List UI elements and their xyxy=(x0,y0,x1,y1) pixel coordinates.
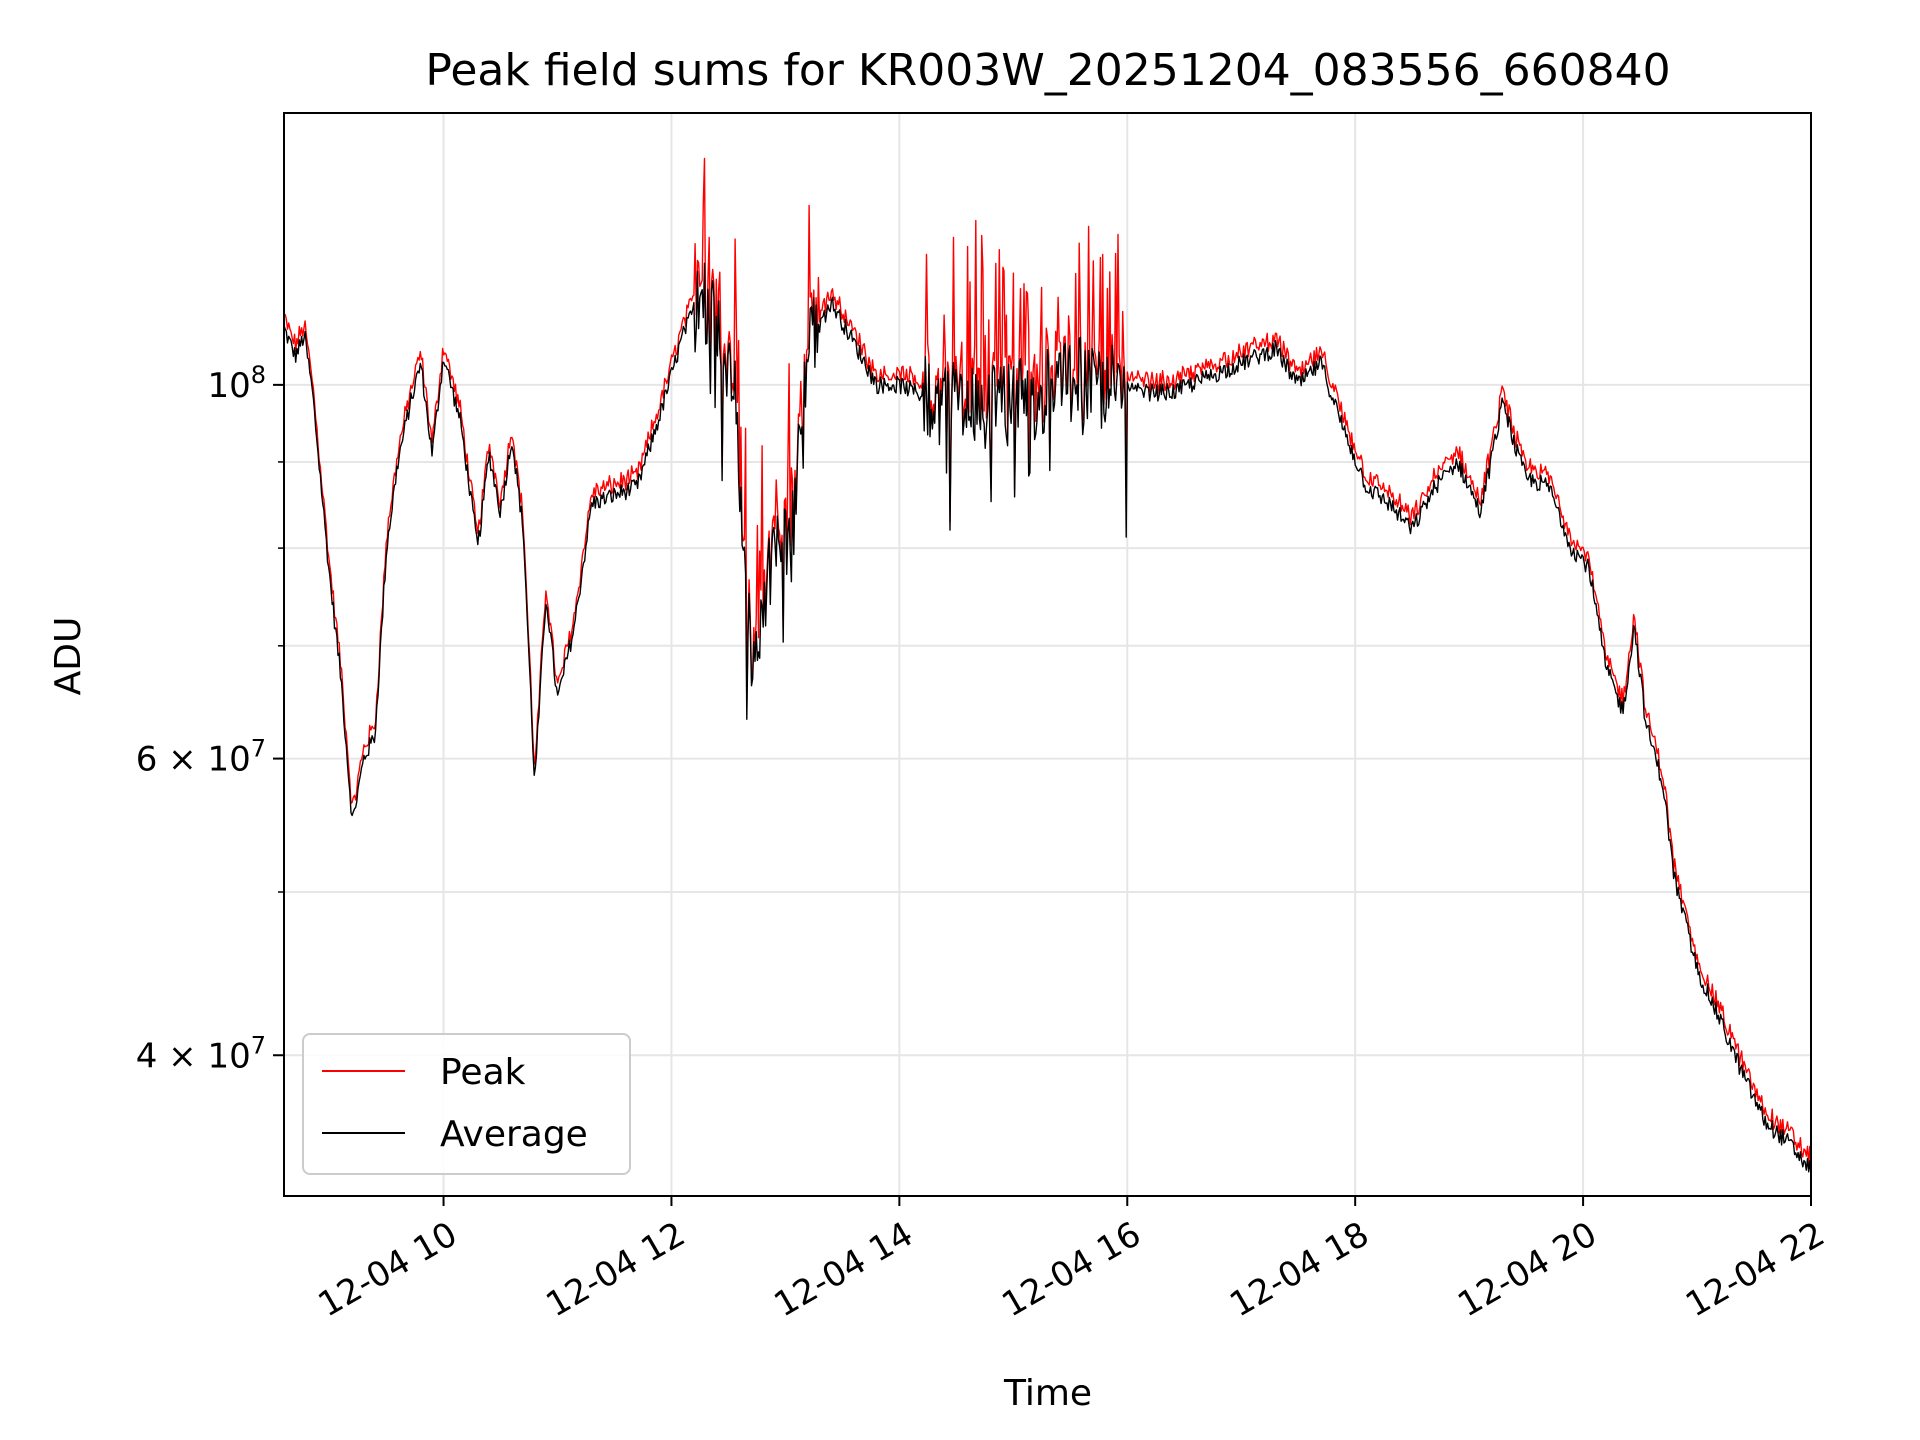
y-tick-label: 6 × 107 xyxy=(136,735,266,780)
average-line xyxy=(283,262,1812,1175)
x-tick-label: 12-04 16 xyxy=(995,1214,1147,1325)
x-tick-label: 12-04 14 xyxy=(767,1214,919,1325)
x-tick-label: 12-04 18 xyxy=(1223,1214,1375,1325)
x-tick-label: 12-04 22 xyxy=(1679,1214,1831,1325)
legend-box xyxy=(302,1033,631,1175)
chart-title: Peak field sums for KR003W_20251204_0835… xyxy=(425,45,1670,96)
x-axis-ticks: 12-04 10 12-04 12 12-04 14 12-04 16 12-04 18… xyxy=(312,1196,1832,1325)
x-tick-label: 12-04 20 xyxy=(1451,1214,1603,1325)
peak-line xyxy=(283,157,1812,1167)
x-axis-label: Time xyxy=(1003,1373,1092,1414)
y-axis-ticks: 4 × 107 6 × 107 108 xyxy=(136,361,284,1076)
series-average xyxy=(283,262,1812,1175)
legend: Peak Average xyxy=(302,1033,631,1175)
legend-peak-label: Peak xyxy=(440,1052,526,1093)
plot-frame xyxy=(283,112,1812,1197)
x-tick-label: 12-04 10 xyxy=(312,1214,464,1325)
series-peak xyxy=(283,157,1812,1167)
x-tick-label: 12-04 12 xyxy=(540,1214,692,1325)
y-tick-label: 4 × 107 xyxy=(136,1031,266,1076)
y-axis-label: ADU xyxy=(48,617,89,696)
legend-average-label: Average xyxy=(440,1114,588,1155)
y-tick-label: 108 xyxy=(207,361,266,406)
